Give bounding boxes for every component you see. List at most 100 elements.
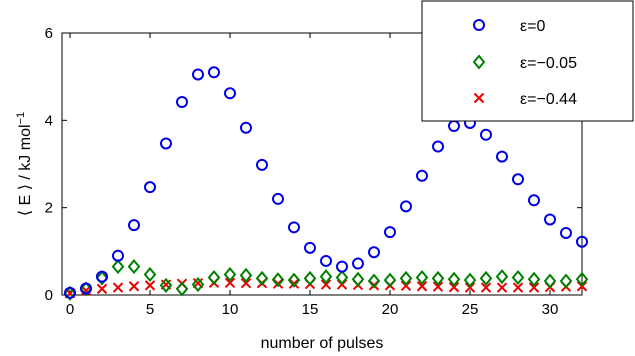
data-point-diamond <box>543 273 557 289</box>
data-point-circle <box>336 260 348 273</box>
data-point-diamond <box>399 270 413 286</box>
data-point-circle <box>128 219 140 232</box>
data-point-circle <box>192 68 204 81</box>
data-point-diamond <box>527 271 541 287</box>
data-point-circle <box>320 254 332 267</box>
data-point-diamond <box>63 285 77 301</box>
x-tick-label: 5 <box>146 301 154 318</box>
y-tick-label: 4 <box>45 112 53 129</box>
data-point-diamond <box>575 271 589 287</box>
x-tick-label: 0 <box>66 301 74 318</box>
data-point-circle <box>272 192 284 205</box>
series-circle <box>64 66 588 299</box>
data-point-diamond <box>159 277 173 293</box>
x-tick-label: 20 <box>382 301 399 318</box>
data-point-diamond <box>287 272 301 288</box>
data-point-circle <box>256 158 268 171</box>
data-point-diamond <box>127 259 141 275</box>
data-point-x <box>144 280 156 291</box>
data-point-circle <box>224 87 236 100</box>
axis-ticks: 0 5 10 15 20 25 30 0 2 4 6 <box>45 25 582 318</box>
data-point-x <box>512 282 524 293</box>
legend-label: ε=−0.05 <box>520 55 577 72</box>
data-point-circle <box>80 282 92 295</box>
legend-box <box>421 0 634 122</box>
data-point-circle <box>480 128 492 141</box>
y-axis-label-group: ⟨ E ⟩ / kJ mol−1 <box>15 112 34 216</box>
data-point-x <box>96 283 108 295</box>
data-point-diamond <box>175 281 189 297</box>
data-point-x <box>112 282 124 293</box>
data-point-circle <box>496 150 508 163</box>
data-point-diamond <box>383 272 397 288</box>
data-point-circle <box>432 140 444 153</box>
data-point-diamond <box>143 266 157 283</box>
data-point-circle <box>528 194 540 207</box>
y-axis-label: ⟨ E ⟩ / kJ mol−1 <box>15 112 34 216</box>
series-diamond <box>63 259 589 301</box>
data-point-circle <box>400 200 412 213</box>
y-axis-label-text: ⟨ E ⟩ / kJ mol <box>17 124 34 216</box>
legend-marker-diamond <box>472 54 486 70</box>
y-tick-label: 0 <box>45 287 53 304</box>
x-axis-label: number of pulses <box>261 335 384 352</box>
data-point-diamond <box>271 272 285 288</box>
data-point-x <box>448 281 460 293</box>
data-point-diamond <box>367 273 381 289</box>
data-point-x <box>240 278 252 289</box>
data-point-diamond <box>415 269 429 286</box>
series-layer <box>63 66 589 301</box>
legend-marker-x <box>473 92 485 104</box>
data-point-circle <box>304 241 316 254</box>
data-point-circle <box>368 246 380 259</box>
data-point-diamond <box>495 269 509 285</box>
data-point-circle <box>240 121 252 134</box>
y-axis-label-superscript: −1 <box>15 112 27 125</box>
legend-marker-circle <box>473 19 485 31</box>
x-tick-label: 30 <box>542 301 559 318</box>
data-point-circle <box>576 235 588 248</box>
data-point-diamond <box>335 269 349 286</box>
x-tick-label: 25 <box>462 301 479 318</box>
data-point-circle <box>96 270 108 283</box>
x-tick-label: 10 <box>222 301 239 318</box>
data-point-circle <box>384 226 396 239</box>
data-point-diamond <box>239 267 253 283</box>
data-point-x <box>128 281 140 292</box>
data-point-circle <box>352 257 364 270</box>
data-point-circle <box>112 249 124 262</box>
data-point-circle <box>544 213 556 226</box>
x-tick-label: 15 <box>302 301 319 318</box>
data-point-circle <box>64 286 76 299</box>
y-tick-label: 6 <box>45 25 53 42</box>
data-point-diamond <box>559 273 573 289</box>
data-point-x <box>528 282 540 293</box>
data-point-x <box>416 281 428 292</box>
data-point-diamond <box>431 270 445 286</box>
data-point-diamond <box>303 270 317 286</box>
data-point-circle <box>160 137 172 150</box>
data-point-circle <box>176 95 188 108</box>
data-point-x <box>320 279 332 290</box>
data-point-diamond <box>223 266 237 283</box>
data-point-diamond <box>79 281 93 297</box>
data-point-x <box>480 282 492 293</box>
data-point-diamond <box>463 272 477 288</box>
data-point-diamond <box>511 269 525 286</box>
legend-label: ε=−0.44 <box>520 91 577 108</box>
data-point-diamond <box>191 276 205 293</box>
data-point-x <box>224 277 236 288</box>
data-point-circle <box>560 226 572 239</box>
data-point-x <box>288 278 300 289</box>
data-point-diamond <box>319 269 333 285</box>
data-point-diamond <box>351 271 365 287</box>
legend: ε=0 ε=−0.05 ε=−0.44 <box>421 0 634 122</box>
data-point-diamond <box>447 271 461 287</box>
legend-label: ε=0 <box>520 18 545 35</box>
data-point-circle <box>416 169 428 182</box>
data-point-diamond <box>95 270 109 286</box>
data-point-x <box>432 281 444 292</box>
data-point-diamond <box>479 270 493 286</box>
data-point-x <box>496 282 508 293</box>
